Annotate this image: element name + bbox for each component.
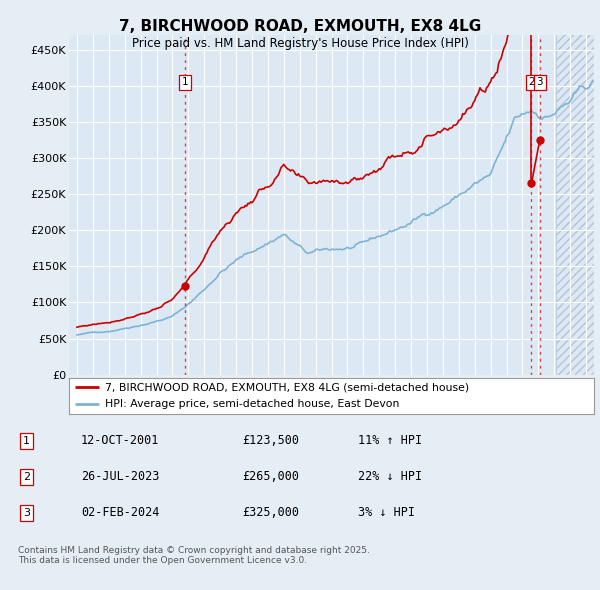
Text: 1: 1 — [23, 436, 30, 445]
Text: £325,000: £325,000 — [242, 506, 299, 519]
Text: 02-FEB-2024: 02-FEB-2024 — [81, 506, 160, 519]
Text: 1: 1 — [182, 77, 188, 87]
Text: £123,500: £123,500 — [242, 434, 299, 447]
Text: £265,000: £265,000 — [242, 470, 299, 483]
Text: 3% ↓ HPI: 3% ↓ HPI — [358, 506, 415, 519]
Text: 26-JUL-2023: 26-JUL-2023 — [81, 470, 160, 483]
Text: 11% ↑ HPI: 11% ↑ HPI — [358, 434, 422, 447]
Text: 12-OCT-2001: 12-OCT-2001 — [81, 434, 160, 447]
Text: Price paid vs. HM Land Registry's House Price Index (HPI): Price paid vs. HM Land Registry's House … — [131, 37, 469, 50]
Text: 3: 3 — [23, 508, 30, 518]
Text: 2: 2 — [528, 77, 535, 87]
Bar — [556, 25, 594, 378]
Text: Contains HM Land Registry data © Crown copyright and database right 2025.
This d: Contains HM Land Registry data © Crown c… — [18, 546, 370, 565]
Text: 3: 3 — [536, 77, 543, 87]
Text: 7, BIRCHWOOD ROAD, EXMOUTH, EX8 4LG (semi-detached house): 7, BIRCHWOOD ROAD, EXMOUTH, EX8 4LG (sem… — [105, 382, 469, 392]
Text: 2: 2 — [23, 472, 30, 482]
Text: 22% ↓ HPI: 22% ↓ HPI — [358, 470, 422, 483]
Text: 7, BIRCHWOOD ROAD, EXMOUTH, EX8 4LG: 7, BIRCHWOOD ROAD, EXMOUTH, EX8 4LG — [119, 19, 481, 34]
Bar — [556, 35, 594, 375]
Text: HPI: Average price, semi-detached house, East Devon: HPI: Average price, semi-detached house,… — [105, 399, 399, 409]
